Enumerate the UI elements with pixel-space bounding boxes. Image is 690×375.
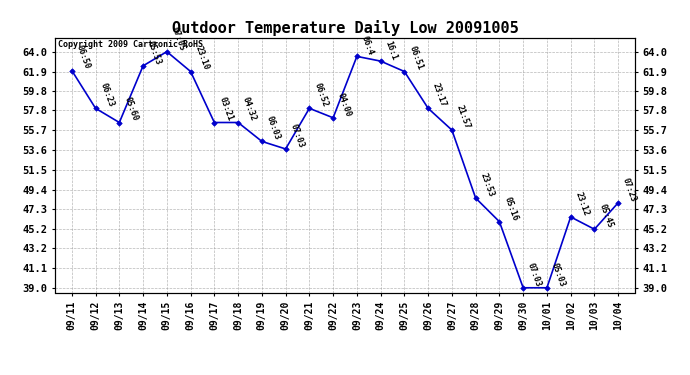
Text: 06:52: 06:52 bbox=[312, 82, 329, 108]
Text: 23:10: 23:10 bbox=[193, 45, 210, 72]
Text: 05:45: 05:45 bbox=[598, 203, 614, 229]
Text: 23:53: 23:53 bbox=[478, 172, 495, 198]
Text: 05:60: 05:60 bbox=[122, 96, 139, 123]
Text: 05:16: 05:16 bbox=[502, 195, 520, 222]
Text: 07:03: 07:03 bbox=[288, 123, 306, 149]
Text: 04:32: 04:32 bbox=[241, 96, 258, 123]
Text: 07:03: 07:03 bbox=[526, 261, 543, 288]
Text: 21:57: 21:57 bbox=[455, 104, 472, 130]
Text: 07:23: 07:23 bbox=[621, 176, 638, 203]
Text: 06:03: 06:03 bbox=[265, 115, 282, 141]
Title: Outdoor Temperature Daily Low 20091005: Outdoor Temperature Daily Low 20091005 bbox=[172, 20, 518, 36]
Text: 23:17: 23:17 bbox=[431, 82, 448, 108]
Text: Copyright 2009 Cartronic RoHS: Copyright 2009 Cartronic RoHS bbox=[58, 40, 203, 49]
Text: 23:12: 23:12 bbox=[573, 190, 591, 217]
Text: 16:1: 16:1 bbox=[384, 39, 399, 61]
Text: 04:00: 04:00 bbox=[336, 92, 353, 118]
Text: 05:03: 05:03 bbox=[550, 261, 566, 288]
Text: 03:21: 03:21 bbox=[217, 96, 234, 123]
Text: 06:50: 06:50 bbox=[75, 44, 92, 70]
Text: 06:51: 06:51 bbox=[407, 45, 424, 72]
Text: 06:23: 06:23 bbox=[99, 82, 115, 108]
Text: 05:53: 05:53 bbox=[146, 39, 163, 66]
Text: 07:05: 07:05 bbox=[170, 25, 187, 52]
Text: 06:4: 06:4 bbox=[359, 34, 375, 57]
